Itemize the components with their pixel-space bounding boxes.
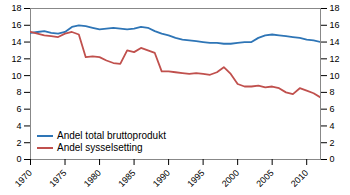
svg-text:0: 0 <box>16 154 21 164</box>
svg-text:8: 8 <box>330 87 335 97</box>
svg-text:1975: 1975 <box>47 168 68 189</box>
svg-text:18: 18 <box>330 3 340 13</box>
svg-text:1970: 1970 <box>13 168 34 189</box>
svg-text:16: 16 <box>330 20 340 30</box>
svg-text:6: 6 <box>16 104 21 114</box>
svg-text:10: 10 <box>11 70 21 80</box>
svg-text:1995: 1995 <box>185 168 206 189</box>
svg-text:2005: 2005 <box>254 168 275 189</box>
svg-text:4: 4 <box>16 121 21 131</box>
svg-text:14: 14 <box>11 37 21 47</box>
svg-text:18: 18 <box>11 3 21 13</box>
svg-text:12: 12 <box>330 54 340 64</box>
svg-text:6: 6 <box>330 104 335 114</box>
svg-text:0: 0 <box>330 154 335 164</box>
svg-text:16: 16 <box>11 20 21 30</box>
svg-text:10: 10 <box>330 70 340 80</box>
html-text:Andel sysselsetting: Andel sysselsetting <box>57 142 143 153</box>
svg-text:2000: 2000 <box>220 168 241 189</box>
svg-text:4: 4 <box>330 121 335 131</box>
svg-text:2: 2 <box>330 138 335 148</box>
svg-text:2010: 2010 <box>289 168 310 189</box>
svg-text:1980: 1980 <box>82 168 103 189</box>
svg-text:1985: 1985 <box>116 168 137 189</box>
svg-text:1990: 1990 <box>151 168 172 189</box>
html-text:Andel total bruttoprodukt: Andel total bruttoprodukt <box>57 130 166 141</box>
svg-text:14: 14 <box>330 37 340 47</box>
svg-text:8: 8 <box>16 87 21 97</box>
svg-text:12: 12 <box>11 54 21 64</box>
svg-text:2: 2 <box>16 138 21 148</box>
